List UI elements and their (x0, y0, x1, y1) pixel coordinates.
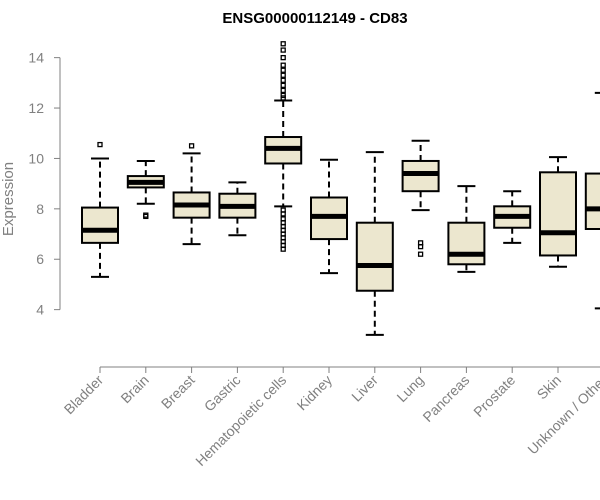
box-hematopoietic-cells (264, 41, 303, 252)
outlier-point (280, 82, 286, 89)
y-tick-label: 14 (28, 50, 44, 66)
x-tick-label: Hematopoietic cells (192, 372, 289, 469)
y-tick-label: 6 (36, 251, 44, 267)
box-gastric (218, 181, 257, 237)
outlier-point (280, 41, 286, 47)
x-tick-label: Lung (393, 372, 426, 405)
box-unknown-other (584, 91, 600, 310)
box-bladder (81, 141, 119, 278)
outlier-point (417, 243, 424, 250)
outlier-point (188, 143, 195, 149)
outlier-point (280, 62, 286, 68)
outlier-point (280, 54, 286, 61)
box-kidney (310, 158, 348, 275)
box-brain (126, 159, 165, 220)
outlier-point (280, 211, 286, 217)
box-skin (539, 156, 577, 268)
outlier-point (280, 72, 286, 78)
x-tick-label: Brain (117, 372, 151, 406)
outlier-point (280, 67, 286, 73)
x-tick-label: Kidney (294, 372, 336, 414)
boxes-layer (81, 41, 600, 336)
x-tick-label: Bladder (61, 372, 107, 418)
y-tick-label: 10 (28, 150, 44, 166)
outlier-point (280, 87, 286, 94)
outlier-point (143, 213, 149, 220)
outlier-point (280, 47, 286, 53)
outlier-point (97, 141, 103, 148)
y-axis-label: Expression (0, 162, 17, 236)
box-iqr (401, 159, 440, 193)
chart-title: ENSG00000112149 - CD83 (222, 10, 407, 27)
outlier-point (417, 251, 424, 257)
x-tick-label: Breast (158, 372, 198, 412)
box-iqr (81, 206, 119, 244)
x-tick-label: Liver (348, 372, 381, 405)
outlier-point (280, 246, 286, 252)
box-breast (172, 143, 211, 246)
box-iqr (539, 171, 577, 257)
box-liver (355, 151, 394, 336)
box-iqr (584, 172, 600, 230)
x-tick-label: Pancreas (419, 372, 472, 425)
outlier-point (280, 77, 286, 83)
y-axis: 4 6 8 10 12 14 (28, 50, 61, 318)
box-iqr (447, 221, 486, 266)
box-pancreas (447, 185, 486, 273)
box-lung (401, 139, 440, 257)
outlier-point (280, 95, 286, 101)
x-tick-label: Prostate (470, 372, 518, 420)
box-iqr (355, 221, 394, 292)
y-tick-label: 8 (36, 201, 44, 217)
y-tick-label: 4 (36, 302, 44, 318)
x-tick-label: Skin (534, 372, 565, 403)
y-tick-label: 12 (28, 100, 44, 116)
box-prostate (493, 190, 532, 244)
x-tick-label: Gastric (201, 372, 244, 415)
